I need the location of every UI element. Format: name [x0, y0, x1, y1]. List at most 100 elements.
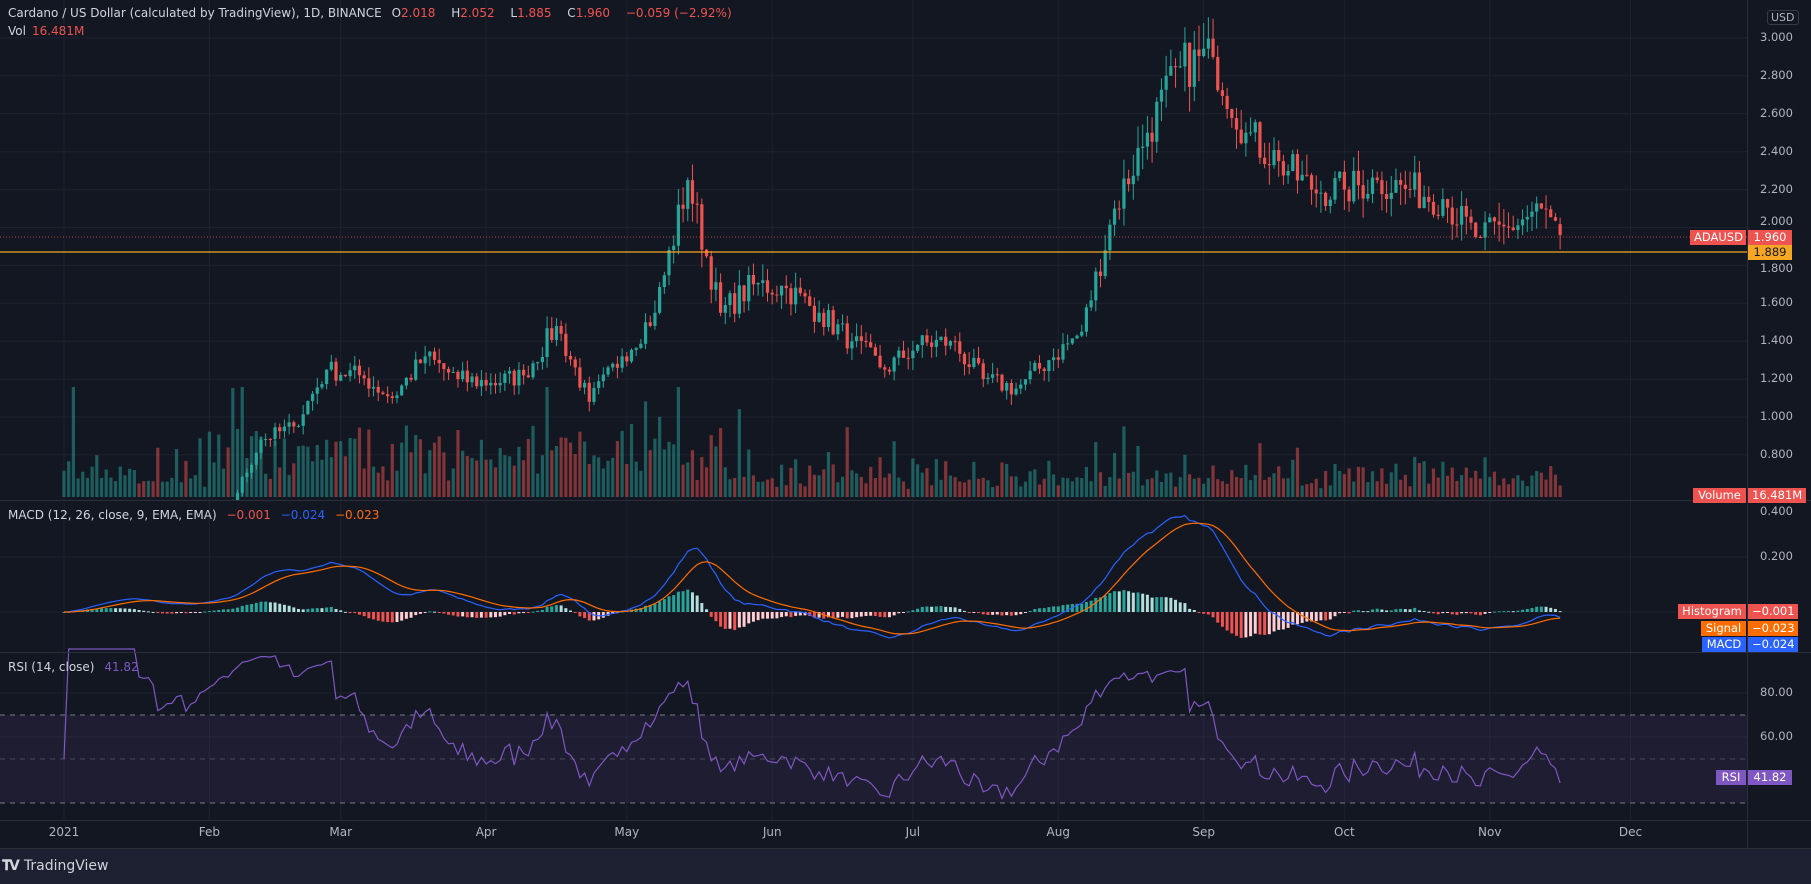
- histogram-bar: [1122, 590, 1126, 612]
- candle-body: [1005, 382, 1009, 391]
- volume-bar: [1248, 480, 1253, 497]
- candle-body: [1075, 335, 1079, 339]
- macd-title[interactable]: MACD (12, 26, close, 9, EMA, EMA): [8, 508, 217, 522]
- candle-body: [564, 333, 568, 356]
- tradingview-logo[interactable]: 𝐓V TradingView: [2, 858, 108, 874]
- candle-body: [1544, 208, 1548, 210]
- histogram-bar: [428, 611, 432, 613]
- histogram-bar: [1455, 612, 1459, 615]
- rsi-title[interactable]: RSI (14, close): [8, 660, 95, 674]
- candle-body: [1361, 185, 1365, 199]
- candle-body: [1051, 357, 1056, 361]
- histogram-bar: [606, 612, 610, 616]
- histogram-bar: [297, 608, 300, 612]
- volume-bar: [179, 482, 183, 497]
- candle-body: [831, 310, 835, 335]
- histogram-bar: [775, 612, 779, 619]
- candle-body: [803, 293, 807, 297]
- volume-bar: [855, 473, 859, 497]
- volume-bar: [174, 449, 179, 497]
- candle-body: [264, 438, 268, 440]
- histogram-bar: [400, 612, 404, 621]
- histogram-bar: [1314, 612, 1318, 622]
- volume-bar: [690, 450, 695, 497]
- histogram-bar: [1338, 612, 1342, 614]
- volume-bar: [217, 434, 221, 497]
- histogram-bar: [1094, 597, 1098, 612]
- volume-bar: [306, 446, 310, 497]
- histogram-bar: [864, 612, 868, 616]
- volume-bar: [723, 467, 727, 497]
- histogram-bar: [414, 612, 418, 616]
- candle-body: [189, 536, 192, 540]
- chart-canvas[interactable]: [0, 0, 1811, 848]
- candle-body: [137, 535, 140, 540]
- histogram-bar: [1413, 607, 1417, 612]
- histogram-bar: [1159, 597, 1163, 612]
- histogram-bar: [934, 606, 938, 612]
- histogram-bar: [475, 612, 479, 618]
- candle-body: [268, 438, 272, 440]
- histogram-bar: [348, 612, 352, 613]
- volume-bar: [484, 459, 488, 497]
- volume-bar: [944, 461, 948, 497]
- candle-body: [423, 356, 427, 364]
- candle-body: [672, 245, 676, 251]
- histogram-bar: [859, 612, 863, 617]
- histogram-bar: [1464, 612, 1468, 614]
- histogram-bar: [268, 602, 272, 612]
- volume-bar: [1089, 481, 1093, 497]
- histogram-bar: [395, 612, 399, 623]
- histogram-bar: [1361, 611, 1365, 613]
- volume-bar: [611, 457, 615, 497]
- histogram-bar: [1216, 612, 1220, 623]
- volume-bar: [395, 470, 399, 497]
- volume-bar: [414, 435, 418, 497]
- volume-label[interactable]: Vol: [8, 24, 26, 38]
- candle-body: [1277, 150, 1281, 162]
- candle-body: [1324, 192, 1328, 207]
- candle-body: [1314, 189, 1318, 194]
- histogram-bar: [409, 612, 413, 618]
- histogram-bar: [203, 611, 207, 613]
- candle-body: [1234, 118, 1239, 130]
- currency-button[interactable]: USD: [1767, 10, 1799, 25]
- volume-bar: [719, 428, 723, 497]
- signal-value-tag: −0.023: [1748, 621, 1798, 636]
- symbol-title[interactable]: Cardano / US Dollar (calculated by Tradi…: [8, 6, 382, 20]
- candle-body: [1338, 171, 1342, 179]
- rsi-value: 41.82: [104, 660, 139, 674]
- candle-body: [67, 571, 70, 573]
- volume-bar: [784, 485, 788, 497]
- candle-body: [540, 357, 544, 363]
- volume-bar: [667, 441, 671, 497]
- histogram-bar: [451, 612, 455, 616]
- histogram-bar: [536, 610, 540, 612]
- volume-bar: [662, 449, 666, 497]
- histogram-bar: [1394, 609, 1398, 612]
- rsi-legend: RSI (14, close) 41.82: [8, 660, 145, 674]
- volume-bar: [376, 472, 380, 497]
- volume-bar: [282, 438, 287, 497]
- histogram-bar: [1530, 608, 1534, 612]
- candle-body: [91, 553, 94, 555]
- time-tick: 2021: [48, 825, 80, 839]
- volume-bar: [1075, 477, 1079, 497]
- volume-bar: [573, 454, 577, 497]
- histogram-bar: [1066, 604, 1070, 612]
- candle-body: [714, 282, 718, 290]
- histogram-bar: [737, 612, 741, 628]
- macd-line: [63, 514, 1561, 639]
- volume-bar: [1502, 478, 1506, 497]
- volume-bar: [1464, 467, 1468, 497]
- volume-bar: [184, 460, 188, 497]
- candle-body: [180, 537, 183, 538]
- histogram-bar: [109, 608, 113, 612]
- volume-bar: [634, 461, 638, 497]
- candle-body: [789, 288, 793, 305]
- candle-body: [855, 336, 859, 342]
- histogram-bar: [1103, 595, 1107, 612]
- histogram-bar: [526, 612, 530, 614]
- candle-body: [944, 336, 948, 346]
- volume-bar: [1460, 474, 1464, 497]
